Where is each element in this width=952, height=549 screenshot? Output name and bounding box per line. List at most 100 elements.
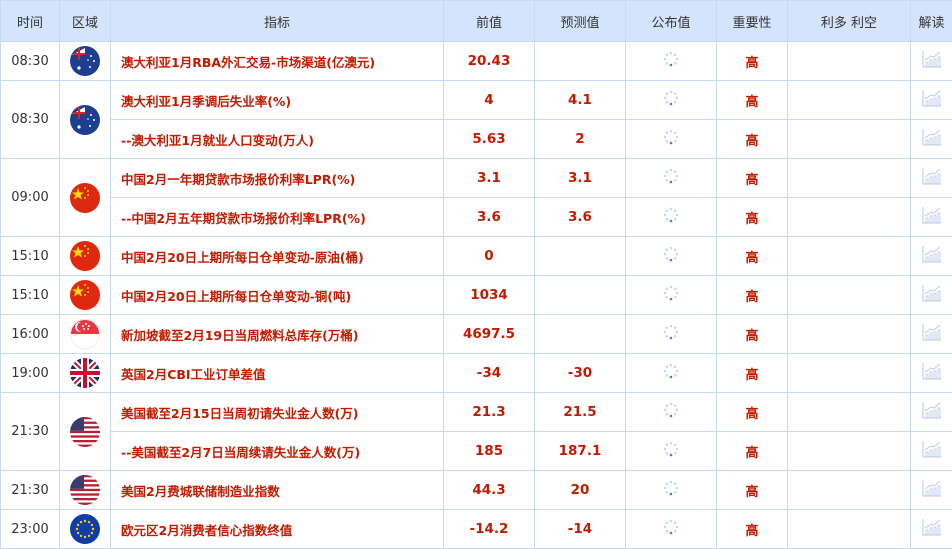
- indicator-link[interactable]: 美国截至2月15日当周初请失业金人数(万): [110, 392, 444, 432]
- table-row: 23:00 欧元区2月消费者信心指数终值 -14.2 -14 高: [0, 509, 952, 549]
- table-row: --美国截至2月7日当周续请失业金人数(万) 185 187.1 高: [1, 431, 952, 471]
- chart-icon: [922, 90, 942, 111]
- forecast-value: -30: [534, 353, 626, 393]
- forecast-value: 4.1: [534, 80, 626, 120]
- previous-value: 4: [443, 80, 535, 120]
- analysis-button[interactable]: [910, 41, 952, 81]
- analysis-button[interactable]: [910, 392, 952, 432]
- table-row: 15:10 中国2月20日上期所每日仓单变动-原油(桶) 0 高: [0, 236, 952, 276]
- region-cell: [59, 41, 111, 81]
- analysis-button[interactable]: [910, 197, 952, 237]
- time-cell: 16:00: [0, 314, 60, 354]
- analysis-button[interactable]: [910, 275, 952, 315]
- impact-cell: [787, 353, 911, 393]
- loading-spinner-icon: [663, 51, 679, 71]
- analysis-button[interactable]: [910, 470, 952, 510]
- indicator-link[interactable]: 澳大利亚1月季调后失业率(%): [110, 80, 444, 120]
- analysis-button[interactable]: [910, 431, 952, 471]
- loading-spinner-icon: [663, 207, 679, 227]
- indicator-link[interactable]: --中国2月五年期贷款市场报价利率LPR(%): [110, 197, 444, 237]
- loading-spinner-icon: [663, 90, 679, 110]
- analysis-button[interactable]: [910, 353, 952, 393]
- importance-value: 高: [716, 314, 788, 354]
- table-row: --中国2月五年期贷款市场报价利率LPR(%) 3.6 3.6 高: [1, 197, 952, 237]
- loading-spinner-icon: [663, 480, 679, 500]
- header-actual: 公布值: [625, 0, 717, 42]
- previous-value: 21.3: [443, 392, 535, 432]
- analysis-button[interactable]: [910, 119, 952, 159]
- table-row: 21:30 美国截至2月15日当周初请失业金人数(万) 21.3 21.5 高: [0, 392, 952, 471]
- forecast-value: 3.6: [534, 197, 626, 237]
- table-row: --澳大利亚1月就业人口变动(万人) 5.63 2 高: [1, 119, 952, 159]
- region-cell: [59, 353, 111, 393]
- region-cell: [59, 392, 111, 471]
- table-row: 21:30 美国2月费城联储制造业指数 44.3 20 高: [0, 470, 952, 510]
- loading-spinner-icon: [663, 519, 679, 539]
- importance-value: 高: [716, 509, 788, 549]
- header-previous: 前值: [443, 0, 535, 42]
- impact-cell: [787, 158, 911, 198]
- time-cell: 08:30: [0, 41, 60, 81]
- impact-cell: [787, 80, 911, 120]
- chart-icon: [922, 480, 942, 501]
- table-row: 19:00 英国2月CBI工业订单差值 -34 -30 高: [0, 353, 952, 393]
- actual-value: [625, 470, 717, 510]
- impact-cell: [787, 275, 911, 315]
- indicator-link[interactable]: 中国2月20日上期所每日仓单变动-铜(吨): [110, 275, 444, 315]
- impact-cell: [787, 314, 911, 354]
- usa-flag-icon: [70, 416, 100, 447]
- indicator-link[interactable]: --美国截至2月7日当周续请失业金人数(万): [110, 431, 444, 471]
- header-indicator: 指标: [110, 0, 444, 42]
- impact-cell: [787, 41, 911, 81]
- actual-value: [625, 392, 717, 432]
- analysis-button[interactable]: [910, 158, 952, 198]
- loading-spinner-icon: [663, 168, 679, 188]
- header-row: 时间 区域 指标 前值 预测值 公布值 重要性 利多 利空 解读: [0, 0, 952, 42]
- actual-value: [625, 197, 717, 237]
- analysis-button[interactable]: [910, 314, 952, 354]
- importance-value: 高: [716, 236, 788, 276]
- header-impact: 利多 利空: [787, 0, 911, 42]
- region-cell: [59, 314, 111, 354]
- indicator-link[interactable]: --澳大利亚1月就业人口变动(万人): [110, 119, 444, 159]
- importance-value: 高: [716, 80, 788, 120]
- indicator-link[interactable]: 中国2月一年期贷款市场报价利率LPR(%): [110, 158, 444, 198]
- australia-flag-icon: [70, 104, 100, 135]
- forecast-value: [534, 41, 626, 81]
- chart-icon: [922, 285, 942, 306]
- table-row: 08:30 澳大利亚1月季调后失业率(%) 4 4.1 高: [0, 80, 952, 159]
- region-cell: [59, 158, 111, 237]
- analysis-button[interactable]: [910, 80, 952, 120]
- actual-value: [625, 80, 717, 120]
- actual-value: [625, 41, 717, 81]
- importance-value: 高: [716, 431, 788, 471]
- previous-value: 1034: [443, 275, 535, 315]
- indicator-link[interactable]: 中国2月20日上期所每日仓单变动-原油(桶): [110, 236, 444, 276]
- usa-flag-icon: [70, 475, 100, 505]
- importance-value: 高: [716, 470, 788, 510]
- header-importance: 重要性: [716, 0, 788, 42]
- analysis-button[interactable]: [910, 509, 952, 549]
- singapore-flag-icon: [70, 319, 100, 349]
- analysis-button[interactable]: [910, 236, 952, 276]
- importance-value: 高: [716, 353, 788, 393]
- region-cell: [59, 509, 111, 549]
- chart-icon: [922, 441, 942, 462]
- indicator-link[interactable]: 英国2月CBI工业订单差值: [110, 353, 444, 393]
- indicator-link[interactable]: 美国2月费城联储制造业指数: [110, 470, 444, 510]
- indicator-link[interactable]: 澳大利亚1月RBA外汇交易-市场渠道(亿澳元): [110, 41, 444, 81]
- indicator-link[interactable]: 欧元区2月消费者信心指数终值: [110, 509, 444, 549]
- impact-cell: [787, 119, 911, 159]
- table-row: 09:00 中国2月一年期贷款市场报价利率LPR(%) 3.1 3.1 高: [0, 158, 952, 237]
- previous-value: -14.2: [443, 509, 535, 549]
- importance-value: 高: [716, 41, 788, 81]
- importance-value: 高: [716, 275, 788, 315]
- table-row: 08:30 澳大利亚1月RBA外汇交易-市场渠道(亿澳元) 20.43 高: [0, 41, 952, 81]
- indicator-link[interactable]: 新加坡截至2月19日当周燃料总库存(万桶): [110, 314, 444, 354]
- chart-icon: [922, 324, 942, 345]
- previous-value: 20.43: [443, 41, 535, 81]
- previous-value: 4697.5: [443, 314, 535, 354]
- china-flag-icon: [70, 182, 100, 213]
- loading-spinner-icon: [663, 402, 679, 422]
